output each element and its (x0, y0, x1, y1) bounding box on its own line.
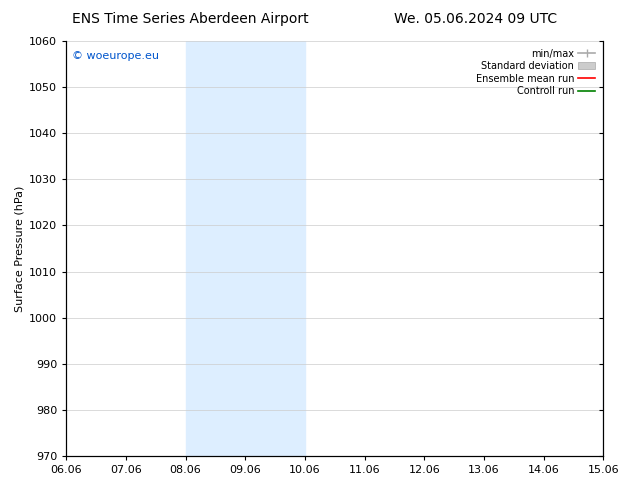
Bar (186, 41, 305, 456)
Y-axis label: Surface Pressure (hPa): Surface Pressure (hPa) (15, 185, 25, 312)
Bar (603, 41, 634, 456)
Legend: min/max, Standard deviation, Ensemble mean run, Controll run: min/max, Standard deviation, Ensemble me… (472, 46, 598, 99)
Text: © woeurope.eu: © woeurope.eu (72, 51, 158, 61)
Text: ENS Time Series Aberdeen Airport: ENS Time Series Aberdeen Airport (72, 12, 309, 26)
Text: We. 05.06.2024 09 UTC: We. 05.06.2024 09 UTC (394, 12, 557, 26)
